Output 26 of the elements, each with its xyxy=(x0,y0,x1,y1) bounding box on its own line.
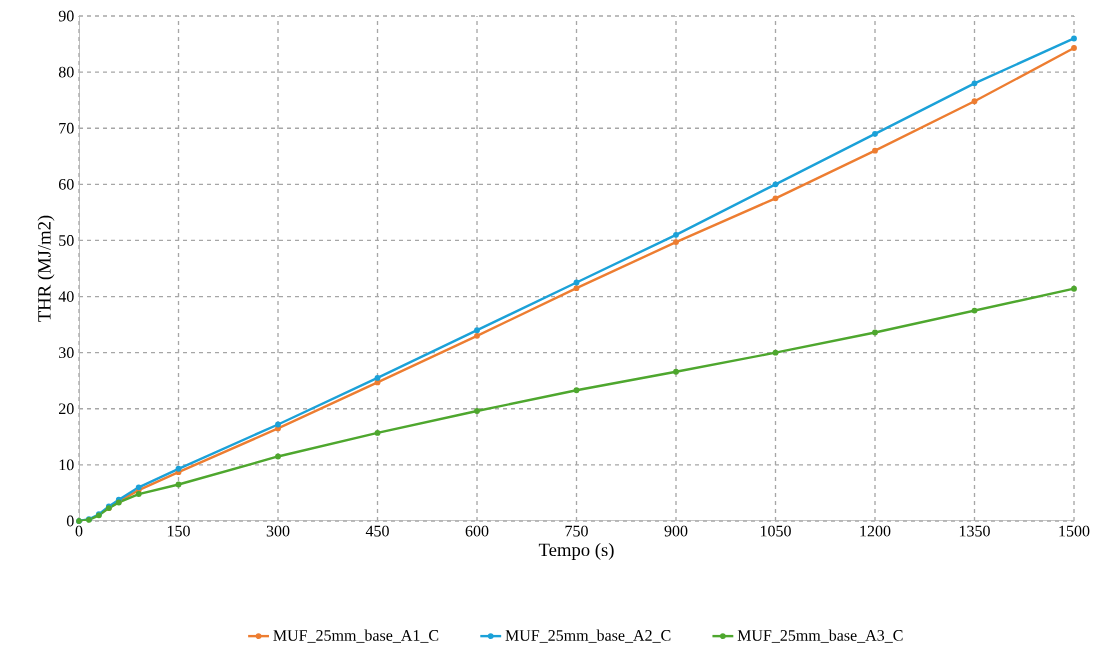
y-tick-label: 90 xyxy=(58,10,74,22)
x-tick-label: 0 xyxy=(75,525,83,537)
y-tick-label: 10 xyxy=(59,459,74,471)
x-tick-label: 900 xyxy=(664,525,688,537)
x-tick-label: 1050 xyxy=(760,525,791,537)
legend-label: MUF_25mm_base_A1_C xyxy=(273,629,439,643)
y-tick-label: 0 xyxy=(66,515,74,527)
legend-label: MUF_25mm_base_A3_C xyxy=(737,629,903,643)
y-tick-label: 30 xyxy=(59,347,74,359)
x-tick-label: 300 xyxy=(266,525,290,537)
x-tick-label: 1350 xyxy=(959,525,990,537)
y-tick-label: 50 xyxy=(59,235,74,246)
x-tick-label: 600 xyxy=(465,525,489,537)
x-tick-label: 450 xyxy=(365,525,389,537)
x-tick-label: 750 xyxy=(565,525,588,537)
x-tick-label: 150 xyxy=(167,525,190,537)
y-tick-label: 60 xyxy=(58,178,74,190)
y-tick-label: 70 xyxy=(59,122,74,134)
x-axis-title: Tempo (s) xyxy=(538,542,614,560)
y-tick-label: 80 xyxy=(58,66,74,78)
legend-label: MUF_25mm_base_A2_C xyxy=(505,629,671,643)
y-tick-label: 40 xyxy=(58,291,74,302)
x-tick-label: 1500 xyxy=(1059,525,1090,537)
y-tick-label: 20 xyxy=(59,403,74,415)
x-tick-label: 1200 xyxy=(860,525,891,537)
y-axis-title: THR (MJ/m2) xyxy=(37,215,55,322)
